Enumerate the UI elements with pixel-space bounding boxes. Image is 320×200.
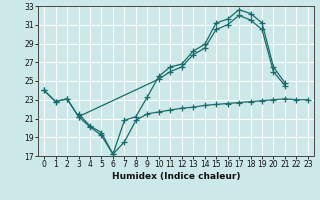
- X-axis label: Humidex (Indice chaleur): Humidex (Indice chaleur): [112, 172, 240, 181]
